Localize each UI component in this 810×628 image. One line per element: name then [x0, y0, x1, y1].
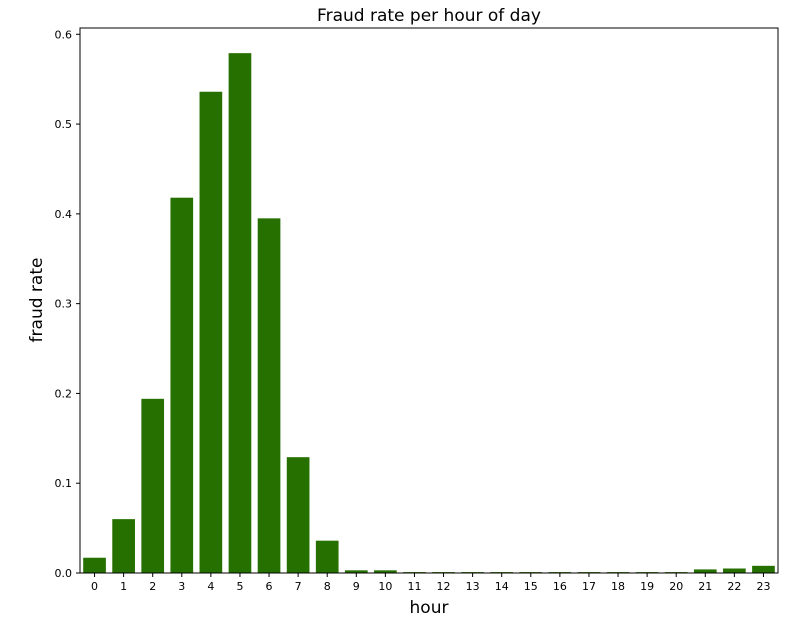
bar-hour-21: [693, 569, 717, 573]
bar-hour-3: [170, 197, 194, 573]
x-tick-label: 16: [553, 580, 567, 593]
y-tick-label: 0.4: [55, 208, 73, 221]
x-tick-label: 19: [640, 580, 654, 593]
x-tick-label: 20: [669, 580, 683, 593]
x-tick-label: 9: [353, 580, 360, 593]
bar-hour-7: [286, 457, 310, 573]
bar-hour-22: [723, 568, 746, 573]
bar-hour-8: [315, 540, 339, 573]
x-tick-label: 18: [611, 580, 625, 593]
y-tick-label: 0.0: [55, 567, 73, 580]
x-tick-label: 17: [582, 580, 596, 593]
x-axis-title: hour: [410, 598, 449, 618]
x-tick-label: 0: [91, 580, 98, 593]
y-tick-label: 0.5: [55, 118, 73, 131]
bar-hour-2: [141, 398, 165, 573]
bar-hour-9: [344, 570, 368, 573]
y-axis-title: fraud rate: [27, 258, 47, 343]
x-tick-label: 1: [120, 580, 127, 593]
y-axis: 0.0 0.1 0.2 0.3 0.4 0.5 0.6: [55, 28, 80, 580]
bar-hour-23: [752, 565, 775, 573]
bar-hour-6: [257, 218, 281, 573]
x-tick-label: 10: [378, 580, 392, 593]
x-tick-label: 3: [178, 580, 185, 593]
x-tick-label: 11: [407, 580, 421, 593]
y-tick-label: 0.3: [55, 298, 73, 311]
x-tick-label: 12: [437, 580, 451, 593]
x-tick-label: 15: [524, 580, 538, 593]
bars-group: [83, 53, 775, 573]
x-axis: 0 1 2 3 4 5 6 7 8 9 10 11 12 13 14 15 16 17 18 19 20 21 22 23: [91, 573, 770, 593]
y-tick-label: 0.6: [55, 28, 73, 41]
x-tick-label: 2: [149, 580, 156, 593]
x-tick-label: 14: [495, 580, 509, 593]
plot-frame: [79, 27, 779, 574]
y-tick-label: 0.2: [55, 387, 73, 400]
x-tick-label: 21: [698, 580, 712, 593]
bar-hour-4: [199, 91, 223, 573]
x-tick-label: 7: [295, 580, 302, 593]
chart-title: Fraud rate per hour of day: [317, 6, 541, 26]
x-tick-label: 5: [236, 580, 243, 593]
bar-hour-5: [228, 53, 252, 573]
x-tick-label: 8: [324, 580, 331, 593]
x-tick-label: 13: [466, 580, 480, 593]
bar-hour-1: [112, 519, 135, 573]
x-tick-label: 22: [727, 580, 741, 593]
x-tick-label: 6: [266, 580, 273, 593]
bar-hour-0: [83, 557, 106, 573]
y-tick-label: 0.1: [55, 477, 73, 490]
x-tick-label: 23: [756, 580, 770, 593]
x-tick-label: 4: [207, 580, 214, 593]
bar-hour-10: [374, 570, 397, 573]
